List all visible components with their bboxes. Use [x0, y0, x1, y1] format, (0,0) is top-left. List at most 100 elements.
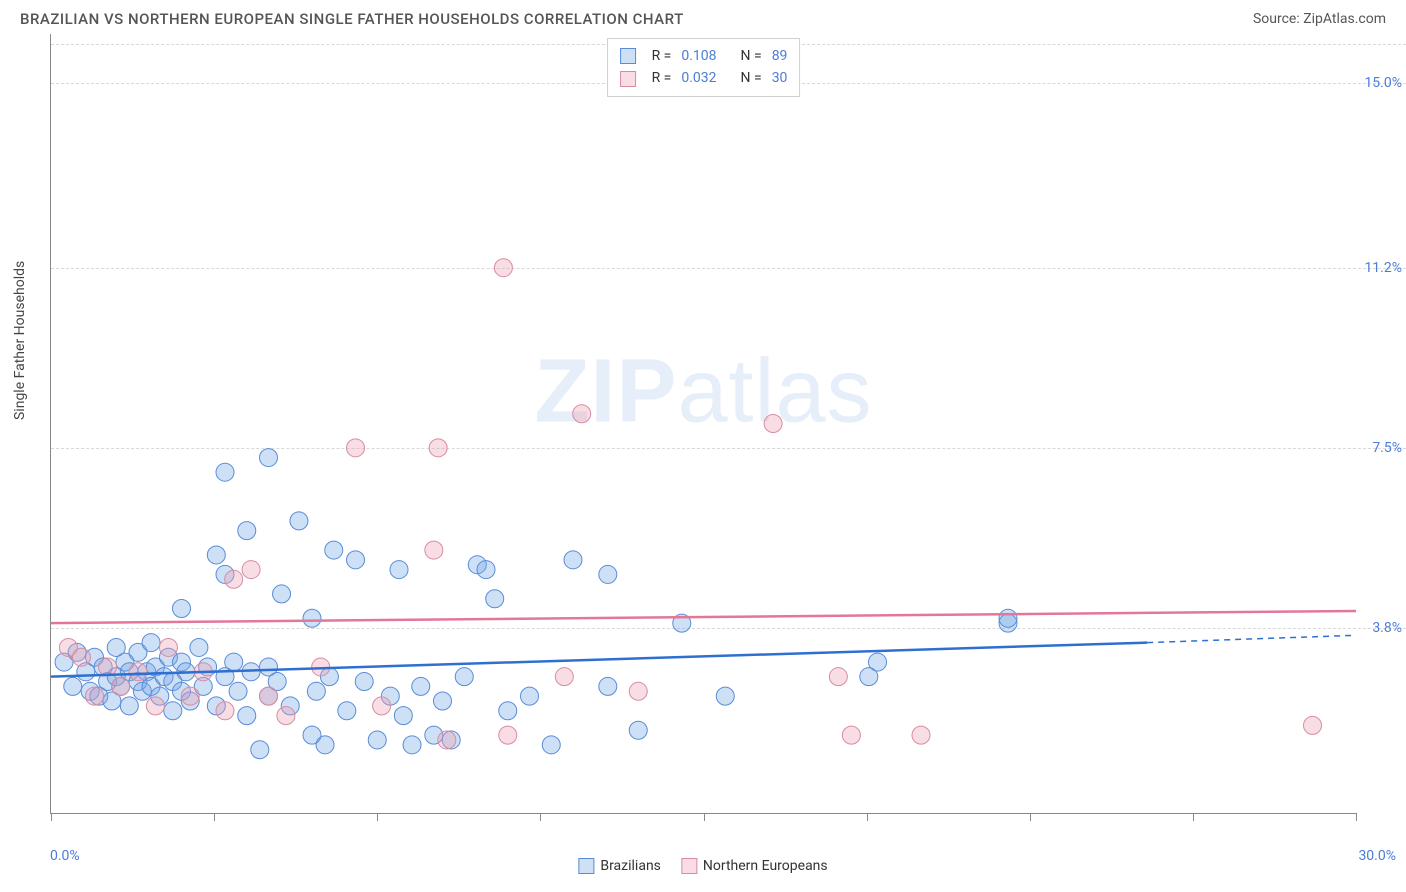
data-point	[277, 707, 295, 725]
data-point	[599, 677, 617, 695]
data-point	[55, 653, 73, 671]
data-point	[229, 682, 247, 700]
data-point	[355, 673, 373, 691]
y-tick-label: 11.2%	[1364, 260, 1406, 276]
data-point	[281, 697, 299, 715]
data-point	[90, 687, 108, 705]
data-point	[303, 726, 321, 744]
data-point	[238, 707, 256, 725]
x-tick	[704, 813, 705, 821]
trend-line-blue	[51, 643, 1147, 677]
data-point	[499, 702, 517, 720]
data-point	[468, 556, 486, 574]
data-point	[316, 736, 334, 754]
source-prefix: Source:	[1253, 11, 1303, 27]
data-point	[303, 609, 321, 627]
data-point	[412, 677, 430, 695]
data-point	[486, 590, 504, 608]
data-point	[164, 702, 182, 720]
data-point	[629, 721, 647, 739]
data-point	[434, 692, 452, 710]
data-point	[112, 677, 130, 695]
data-point	[438, 731, 456, 749]
r-value: 0.108	[681, 45, 716, 67]
y-tick-label: 15.0%	[1364, 75, 1406, 91]
data-point	[764, 415, 782, 433]
scatter-svg	[51, 34, 1356, 813]
data-point	[216, 668, 234, 686]
data-point	[225, 570, 243, 588]
data-point	[390, 561, 408, 579]
data-point	[425, 541, 443, 559]
footer-legend: Brazilians Northern Europeans	[578, 858, 827, 874]
data-point	[260, 687, 278, 705]
x-tick	[214, 813, 215, 821]
x-tick	[867, 813, 868, 821]
data-point	[860, 668, 878, 686]
data-point	[999, 614, 1017, 632]
data-point	[99, 658, 117, 676]
data-point	[425, 726, 443, 744]
data-point	[129, 673, 147, 691]
legend-swatch-blue	[620, 48, 636, 64]
data-point	[190, 638, 208, 656]
data-point	[1304, 716, 1322, 734]
data-point	[116, 653, 134, 671]
correlation-stats-box: R =0.108N =89R =0.032N =30	[607, 38, 801, 97]
legend-swatch-pink	[681, 858, 697, 874]
data-point	[542, 736, 560, 754]
data-point	[394, 707, 412, 725]
data-point	[716, 687, 734, 705]
trend-line-pink	[51, 611, 1356, 623]
legend-item-blue: Brazilians	[578, 858, 661, 874]
data-point	[159, 648, 177, 666]
data-point	[216, 565, 234, 583]
chart-plot-area: ZIPatlas R =0.108N =89R =0.032N =30 15.0…	[50, 34, 1356, 814]
legend-label: Brazilians	[600, 858, 661, 874]
data-point	[146, 697, 164, 715]
n-value: 89	[772, 45, 788, 67]
data-point	[368, 731, 386, 749]
data-point	[312, 658, 330, 676]
data-point	[238, 522, 256, 540]
data-point	[173, 653, 191, 671]
chart-title: BRAZILIAN VS NORTHERN EUROPEAN SINGLE FA…	[20, 10, 684, 28]
watermark: ZIPatlas	[534, 341, 872, 444]
data-point	[173, 682, 191, 700]
x-tick	[1030, 813, 1031, 821]
data-point	[242, 663, 260, 681]
legend-item-pink: Northern Europeans	[681, 858, 828, 874]
data-point	[442, 731, 460, 749]
data-point	[177, 663, 195, 681]
data-point	[599, 565, 617, 583]
data-point	[242, 561, 260, 579]
data-point	[151, 687, 169, 705]
data-point	[251, 741, 269, 759]
x-tick	[377, 813, 378, 821]
watermark-atlas: atlas	[677, 342, 872, 442]
data-point	[673, 614, 691, 632]
data-point	[142, 677, 160, 695]
data-point	[86, 687, 104, 705]
data-point	[216, 463, 234, 481]
data-point	[307, 682, 325, 700]
n-label: N =	[741, 45, 762, 67]
data-point	[273, 585, 291, 603]
data-point	[164, 673, 182, 691]
data-point	[555, 668, 573, 686]
data-point	[199, 658, 217, 676]
trend-line-blue-extrapolated	[1147, 635, 1356, 642]
data-point	[142, 634, 160, 652]
data-point	[373, 697, 391, 715]
data-point	[64, 677, 82, 695]
data-point	[173, 600, 191, 618]
data-point	[268, 673, 286, 691]
data-point	[325, 541, 343, 559]
data-point	[99, 673, 117, 691]
data-point	[155, 668, 173, 686]
data-point	[112, 677, 130, 695]
data-point	[107, 668, 125, 686]
data-point	[629, 682, 647, 700]
data-point	[59, 638, 77, 656]
data-point	[133, 682, 151, 700]
